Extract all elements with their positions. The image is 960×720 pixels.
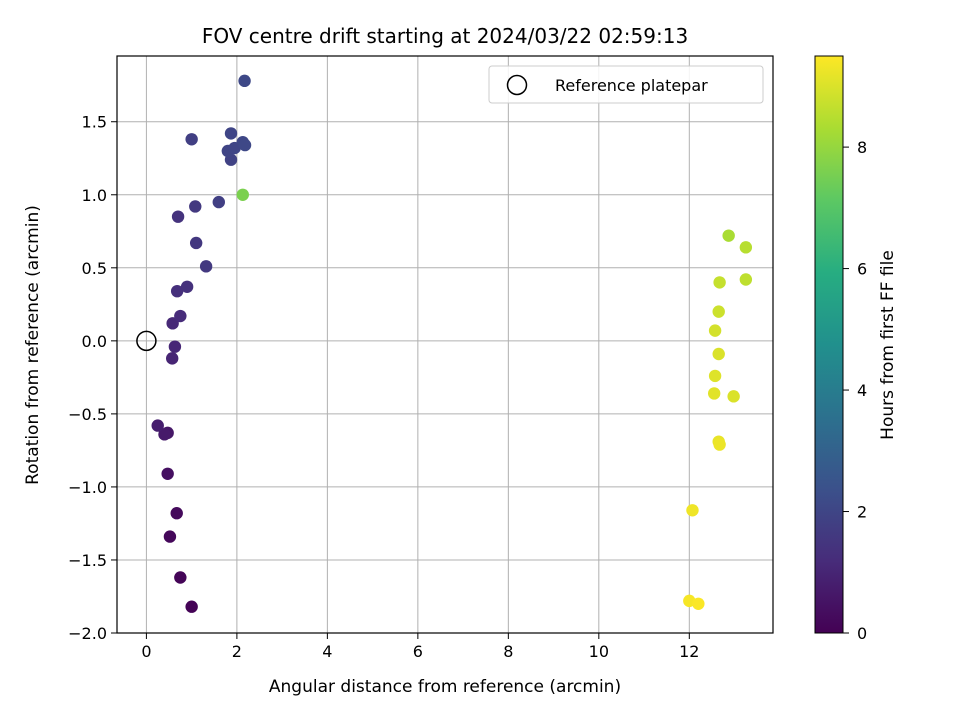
y-tick-label: −1.0 xyxy=(68,478,107,497)
x-tick-label: 10 xyxy=(589,642,609,661)
data-point xyxy=(238,138,252,152)
data-point xyxy=(189,200,202,213)
data-point xyxy=(171,210,185,223)
data-point xyxy=(712,305,725,318)
data-point xyxy=(713,438,726,451)
colorbar: 0 2 4 6 8 Hours from first FF file xyxy=(814,55,898,643)
data-point xyxy=(722,229,735,242)
data-point xyxy=(163,530,177,543)
data-point xyxy=(727,390,740,403)
legend-marker-hollow-circle xyxy=(506,74,528,96)
data-point xyxy=(713,276,726,289)
colorbar-ticks: 0 2 4 6 8 xyxy=(843,138,867,643)
data-point xyxy=(739,241,753,254)
chart-title: FOV centre drift starting at 2024/03/22 … xyxy=(202,24,688,48)
y-tick-label: −0.5 xyxy=(68,405,107,424)
x-tick-label: 4 xyxy=(322,642,332,661)
data-point xyxy=(739,273,753,286)
x-tick-label: 12 xyxy=(679,642,699,661)
legend-box xyxy=(488,65,764,104)
colorbar-tick-label: 4 xyxy=(857,381,867,400)
x-tick-label: 6 xyxy=(413,642,423,661)
y-tick-label: −2.0 xyxy=(68,624,107,643)
data-point xyxy=(174,571,187,584)
data-point xyxy=(161,467,174,480)
data-point xyxy=(158,428,171,441)
colorbar-gradient xyxy=(814,55,844,634)
data-point xyxy=(166,317,179,330)
y-axis-ticks: −2.0 −1.5 −1.0 −0.5 0.0 0.5 1.0 1.5 xyxy=(68,113,117,643)
data-point xyxy=(707,387,721,400)
data-point xyxy=(170,284,184,298)
data-point xyxy=(236,188,249,201)
grid-lines xyxy=(117,56,773,634)
colorbar-tick-label: 8 xyxy=(857,138,867,157)
x-tick-label: 2 xyxy=(232,642,242,661)
data-point xyxy=(151,419,164,432)
plot-frame xyxy=(116,55,774,634)
data-point xyxy=(180,280,194,293)
data-point xyxy=(686,504,699,517)
y-tick-label: 1.5 xyxy=(82,113,107,132)
y-tick-label: −1.5 xyxy=(68,551,107,570)
reference-marker xyxy=(136,330,157,352)
legend: Reference platepar xyxy=(488,65,764,104)
colorbar-tick-label: 6 xyxy=(857,260,867,279)
data-point xyxy=(712,347,725,361)
data-point xyxy=(168,340,182,353)
data-point xyxy=(199,260,213,273)
data-point xyxy=(165,352,179,365)
data-point xyxy=(238,74,251,88)
data-point xyxy=(708,369,722,383)
y-tick-label: 0.0 xyxy=(82,332,107,351)
data-point xyxy=(170,507,183,520)
colorbar-label: Hours from first FF file xyxy=(878,250,898,440)
data-point xyxy=(189,236,203,250)
data-point xyxy=(185,133,198,146)
x-tick-label: 0 xyxy=(141,642,151,661)
data-point xyxy=(174,309,187,323)
y-tick-label: 1.0 xyxy=(82,186,107,205)
x-axis-label: Angular distance from reference (arcmin) xyxy=(269,677,621,697)
x-tick-label: 8 xyxy=(503,642,513,661)
data-point xyxy=(708,324,722,337)
colorbar-tick-label: 0 xyxy=(857,624,867,643)
colorbar-tick-label: 2 xyxy=(857,503,867,522)
x-axis-ticks: 0 2 4 6 8 10 12 xyxy=(141,633,699,661)
data-points xyxy=(151,74,753,613)
legend-entry-label: Reference platepar xyxy=(555,76,708,95)
y-axis-label: Rotation from reference (arcmin) xyxy=(23,205,43,485)
data-point xyxy=(692,597,705,610)
y-tick-label: 0.5 xyxy=(82,259,107,278)
data-point xyxy=(185,600,198,613)
data-point xyxy=(224,127,238,140)
data-point xyxy=(212,195,225,209)
